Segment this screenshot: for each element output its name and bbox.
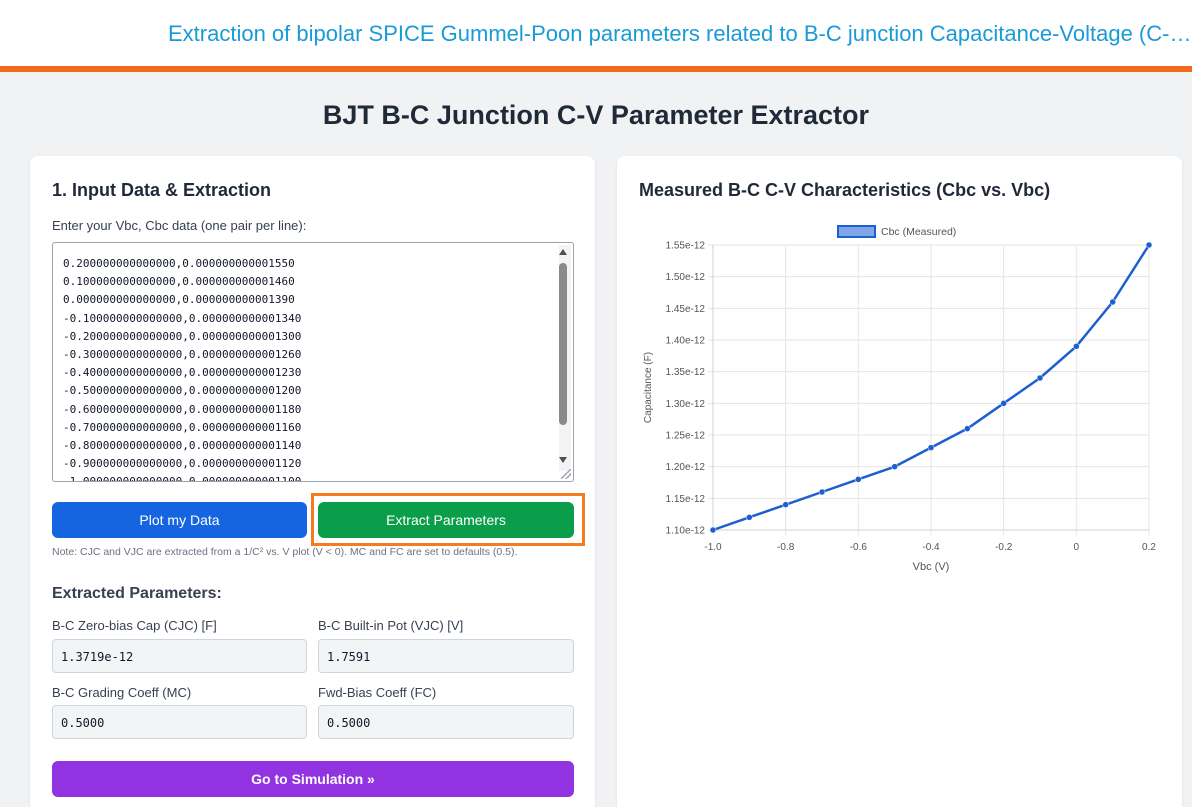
textarea-line: 0.000000000000000,0.000000000001390 bbox=[63, 293, 295, 307]
legend-label[interactable]: Cbc (Measured) bbox=[881, 226, 956, 238]
textarea-line: -0.500000000000000,0.000000000001200 bbox=[63, 384, 302, 398]
y-tick-label: 1.25e-12 bbox=[666, 431, 706, 442]
chart-grid bbox=[708, 244, 1150, 535]
y-tick-label: 1.35e-12 bbox=[666, 367, 706, 378]
textarea-line: -0.200000000000000,0.000000000001300 bbox=[63, 329, 302, 343]
data-point bbox=[855, 476, 862, 483]
chart-heading: Measured B-C C-V Characteristics (Cbc vs… bbox=[639, 180, 1051, 200]
page-title: BJT B-C Junction C-V Parameter Extractor bbox=[322, 100, 870, 130]
chart-legend[interactable]: Cbc (Measured) bbox=[837, 225, 956, 238]
plot-data-button[interactable]: Plot my Data bbox=[52, 502, 307, 538]
data-textarea[interactable]: 0.200000000000000,0.000000000001550 0.100… bbox=[52, 242, 574, 482]
scroll-thumb[interactable] bbox=[559, 263, 567, 425]
vjc-label: B-C Built-in Pot (VJC) [V] bbox=[318, 618, 464, 633]
textarea-line: -0.100000000000000,0.000000000001340 bbox=[63, 311, 302, 325]
data-point bbox=[891, 463, 898, 470]
x-tick-label: -0.4 bbox=[922, 542, 940, 553]
cjc-field[interactable]: 1.3719e-12 bbox=[52, 639, 307, 673]
textarea-line: -0.300000000000000,0.000000000001260 bbox=[63, 348, 302, 362]
go-to-simulation-button[interactable]: Go to Simulation » bbox=[52, 761, 574, 797]
y-axis-title: Capacitance (F) bbox=[643, 352, 654, 423]
data-point bbox=[1073, 343, 1080, 350]
extracted-heading: Extracted Parameters: bbox=[52, 585, 222, 602]
banner-divider bbox=[0, 66, 1192, 72]
textarea-label: Enter your Vbc, Cbc data (one pair per l… bbox=[52, 218, 307, 233]
chart-axes: -1.0 -0.8 -0.6 -0.4 -0.2 0 0.2 1.10e-12 1.15e-12… bbox=[643, 241, 1156, 574]
vjc-field[interactable]: 1.7591 bbox=[318, 639, 574, 673]
y-tick-label: 1.20e-12 bbox=[666, 462, 706, 473]
textarea-line: -0.600000000000000,0.000000000001180 bbox=[63, 402, 302, 416]
legend-swatch[interactable] bbox=[837, 225, 876, 238]
data-point bbox=[818, 488, 826, 496]
fc-field[interactable]: 0.5000 bbox=[318, 705, 574, 739]
input-heading: 1. Input Data & Extraction bbox=[52, 180, 272, 200]
banner-title: Extraction of bipolar SPICE Gummel-Poon … bbox=[168, 21, 1192, 46]
textarea-line: 0.200000000000000,0.000000000001550 bbox=[63, 257, 295, 270]
y-tick-label: 1.15e-12 bbox=[666, 494, 706, 505]
textarea-content: 0.200000000000000,0.000000000001550 0.100… bbox=[63, 255, 302, 482]
textarea-line: -0.700000000000000,0.000000000001160 bbox=[63, 420, 302, 434]
y-tick-label: 1.40e-12 bbox=[666, 336, 706, 347]
data-point bbox=[1036, 374, 1044, 382]
x-tick-label: -0.8 bbox=[777, 542, 795, 553]
scroll-up-icon[interactable] bbox=[559, 249, 567, 255]
textarea-line: -0.400000000000000,0.000000000001230 bbox=[63, 366, 302, 380]
chart-series bbox=[709, 241, 1153, 534]
data-point bbox=[927, 444, 935, 451]
data-point bbox=[1109, 298, 1116, 306]
textarea-line: 0.100000000000000,0.000000000001460 bbox=[63, 275, 295, 289]
x-tick-label: -0.2 bbox=[995, 542, 1013, 553]
cv-chart: -1.0 -0.8 -0.6 -0.4 -0.2 0 0.2 1.10e-12 1.15e-12… bbox=[643, 225, 1156, 574]
y-tick-label: 1.50e-12 bbox=[666, 272, 706, 283]
textarea-line: -1.000000000000000,0.000000000001100 bbox=[63, 475, 302, 482]
textarea-line: -0.900000000000000,0.000000000001120 bbox=[63, 457, 302, 471]
x-axis-title: Vbc (V) bbox=[913, 561, 950, 573]
resize-grip-icon[interactable] bbox=[561, 469, 571, 479]
x-tick-label: 0 bbox=[1074, 542, 1080, 553]
x-tick-label: -1.0 bbox=[704, 542, 722, 553]
data-point bbox=[964, 425, 971, 432]
x-tick-label: -0.6 bbox=[850, 542, 868, 553]
mc-field[interactable]: 0.5000 bbox=[52, 705, 307, 739]
chart-card bbox=[617, 156, 1182, 807]
data-point bbox=[782, 501, 789, 508]
extract-parameters-button[interactable]: Extract Parameters bbox=[318, 502, 574, 538]
x-tick-label: 0.2 bbox=[1142, 542, 1156, 553]
data-point bbox=[1145, 241, 1153, 249]
data-point bbox=[1000, 400, 1007, 407]
y-tick-label: 1.30e-12 bbox=[666, 399, 706, 410]
y-tick-label: 1.10e-12 bbox=[666, 526, 706, 537]
y-tick-label: 1.55e-12 bbox=[666, 241, 706, 252]
fc-label: Fwd-Bias Coeff (FC) bbox=[318, 685, 437, 700]
data-point bbox=[709, 526, 717, 534]
textarea-scrollbar[interactable] bbox=[559, 245, 571, 471]
mc-label: B-C Grading Coeff (MC) bbox=[52, 685, 192, 700]
scroll-down-icon[interactable] bbox=[559, 457, 567, 463]
y-tick-label: 1.45e-12 bbox=[666, 304, 706, 315]
textarea-line: -0.800000000000000,0.000000000001140 bbox=[63, 439, 302, 453]
data-point bbox=[746, 514, 753, 521]
top-banner: Extraction of bipolar SPICE Gummel-Poon … bbox=[0, 0, 1192, 72]
extract-button-highlight bbox=[311, 493, 585, 546]
cjc-label: B-C Zero-bias Cap (CJC) [F] bbox=[52, 618, 217, 633]
extraction-note: Note: CJC and VJC are extracted from a 1… bbox=[52, 546, 518, 558]
